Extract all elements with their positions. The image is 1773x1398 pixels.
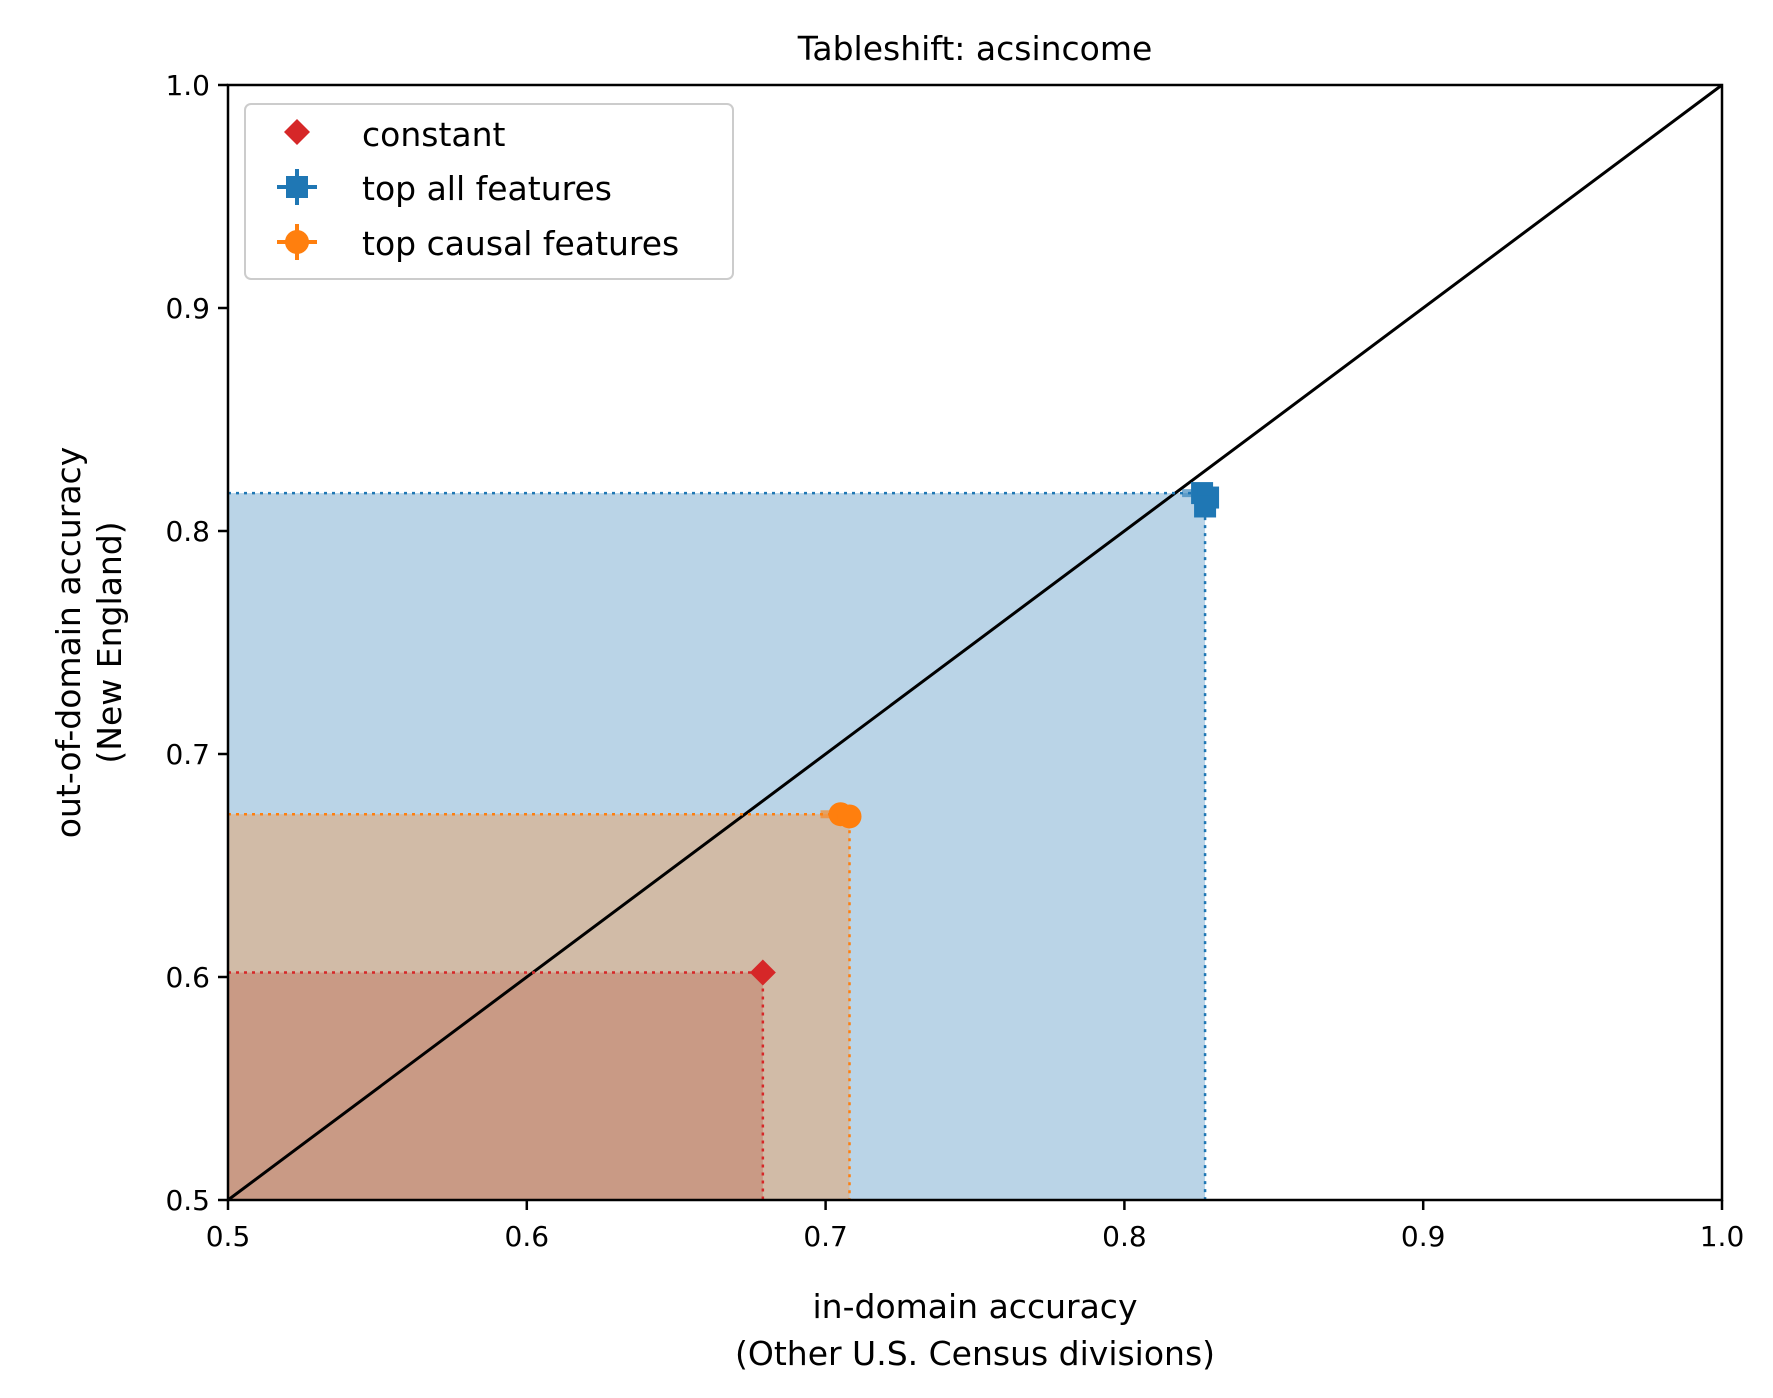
legend-label-top-causal-features: top causal features — [362, 224, 679, 263]
y-tick-label: 0.7 — [165, 738, 210, 771]
y-tick-label: 0.8 — [165, 515, 210, 548]
legend-marker-top-all-features — [286, 176, 308, 198]
data-markers — [749, 482, 1220, 986]
legend-frame — [244, 103, 734, 280]
legend: constant top all features top causal fea… — [244, 103, 734, 280]
diagonal-line — [227, 83, 1723, 1202]
x-tick-label: 0.6 — [505, 1220, 550, 1253]
legend-entry-constant — [284, 119, 310, 145]
x-tick-label: 0.9 — [1401, 1220, 1446, 1253]
x-tick-label: 0.5 — [206, 1220, 251, 1253]
point-top-causal-features — [837, 804, 862, 829]
legend-entry-top-causal-features — [277, 224, 317, 260]
legend-label-top-all-features: top all features — [362, 169, 612, 208]
axis-ticks: 0.5 0.6 0.7 0.8 0.9 1.0 0.5 0.6 0.7 0.8 0.9 1.0 — [165, 69, 1744, 1253]
y-axis-label-line1: out-of-domain accuracy — [49, 447, 88, 838]
x-axis-label-line1: in-domain accuracy — [813, 1287, 1138, 1326]
y-axis-label: out-of-domain accuracy (New England) — [49, 447, 129, 838]
y-tick-label: 0.9 — [165, 292, 210, 325]
axes-frame — [226, 83, 1724, 1202]
dotted-guides — [228, 491, 1207, 1200]
legend-entry-top-all-features — [277, 169, 317, 205]
y-tick-label: 1.0 — [165, 69, 210, 102]
shaded-regions — [228, 493, 1206, 1201]
legend-marker-constant — [284, 119, 310, 145]
x-tick-label: 1.0 — [1700, 1220, 1745, 1253]
point-constant — [749, 959, 776, 986]
legend-label-constant: constant — [362, 115, 506, 154]
chart-title: Tableshift: acsincome — [797, 29, 1153, 68]
region-constant — [228, 972, 763, 1200]
legend-marker-top-causal-features — [285, 230, 309, 254]
x-tick-label: 0.7 — [803, 1220, 848, 1253]
y-tick-label: 0.5 — [165, 1184, 210, 1217]
x-tick-label: 0.8 — [1102, 1220, 1147, 1253]
x-axis-label-line2: (Other U.S. Census divisions) — [735, 1334, 1215, 1373]
y-axis-label-line2: (New England) — [90, 521, 129, 763]
point-top-all-features — [1194, 495, 1217, 518]
y-tick-label: 0.6 — [165, 961, 210, 994]
